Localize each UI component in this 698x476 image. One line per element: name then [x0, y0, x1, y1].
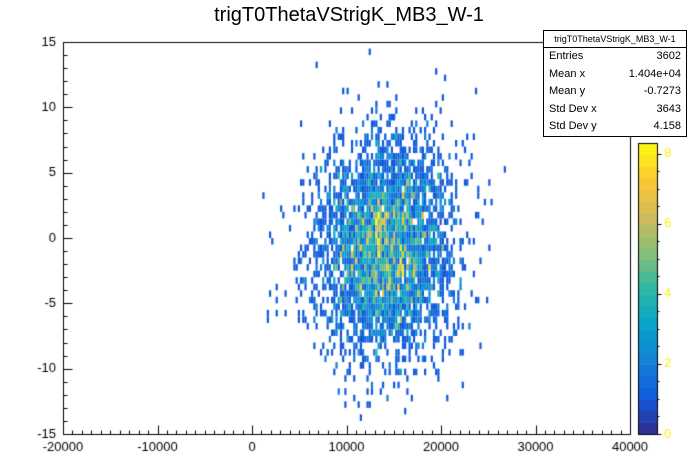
stats-box-title: trigT0ThetaVStrigK_MB3_W-1: [544, 31, 686, 48]
stats-value: 1.404e+04: [628, 67, 681, 80]
stats-value: -0.7273: [643, 85, 681, 97]
stats-label: Std Dev y: [549, 120, 597, 132]
stats-label: Entries: [549, 50, 584, 62]
stats-box: trigT0ThetaVStrigK_MB3_W-1 Entries 3602 …: [543, 30, 687, 137]
stats-label: Mean y: [549, 85, 586, 97]
stats-row-entries: Entries 3602: [544, 48, 686, 66]
stats-value: 4.158: [653, 120, 681, 132]
stats-label: Mean x: [549, 67, 586, 80]
stats-label: Std Dev x: [549, 102, 597, 115]
stats-row-mean-y: Mean y -0.7273: [544, 83, 686, 101]
stats-row-stddev-x: Std Dev x 3643: [544, 101, 686, 119]
stats-row-stddev-y: Std Dev y 4.158: [544, 118, 686, 136]
stats-value: 3602: [656, 50, 681, 62]
stats-row-mean-x: Mean x 1.404e+04: [544, 66, 686, 84]
stats-value: 3643: [656, 102, 681, 115]
